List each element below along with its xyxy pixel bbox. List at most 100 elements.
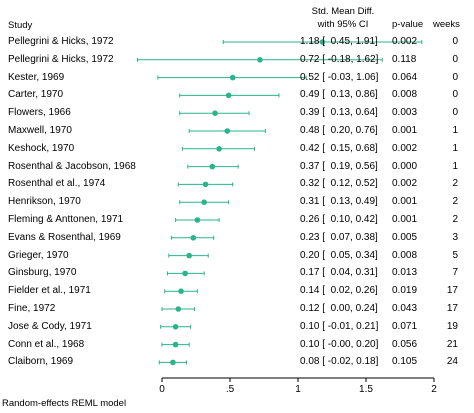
study-label: Keshock, 1970 — [8, 142, 75, 154]
study-label: Rosenthal & Jacobson, 1968 — [8, 160, 136, 172]
estimate-point — [216, 146, 222, 152]
weeks-label: 2 — [452, 196, 458, 208]
study-label: Fielder et al., 1971 — [8, 285, 91, 297]
study-label: Flowers, 1966 — [8, 107, 71, 119]
header-effect-line1: Std. Mean Diff. — [311, 6, 375, 17]
header-weeks: weeks — [433, 19, 460, 30]
study-label: Pellegrini & Hicks, 1972 — [8, 53, 114, 65]
effect-ci-label: 0.10 [ -0.01, 0.21] — [300, 320, 379, 332]
pvalue-label: 0.064 — [392, 71, 418, 83]
pvalue-label: 0.105 — [392, 356, 418, 368]
effect-ci-label: 0.23 [ 0.07, 0.38] — [300, 231, 378, 243]
model-footer: Random-effects REML model — [2, 398, 127, 409]
effect-ci-label: 0.20 [ 0.05, 0.34] — [300, 249, 378, 261]
header-pvalue: p-value — [392, 19, 424, 30]
estimate-point — [182, 270, 188, 277]
study-label: Fleming & Anttonen, 1971 — [8, 214, 124, 225]
study-label: Jose & Cody, 1971 — [8, 320, 92, 332]
estimate-point — [225, 92, 232, 99]
weeks-label: 3 — [452, 231, 458, 243]
study-label: Pellegrini & Hicks, 1972 — [8, 36, 114, 47]
weeks-label: 0 — [452, 36, 458, 47]
study-label: Evans & Rosenthal, 1969 — [8, 231, 121, 243]
study-label: Conn et al., 1968 — [8, 338, 85, 350]
estimate-point — [194, 217, 201, 223]
estimate-point — [190, 235, 197, 241]
weeks-label: 19 — [446, 320, 458, 332]
study-label: Carter, 1970 — [8, 89, 64, 101]
effect-ci-label: 0.10 [ -0.00, 0.20] — [300, 338, 379, 350]
effect-ci-label: 1.18 [ 0.45, 1.91] — [300, 36, 378, 47]
study-label: Fine, 1972 — [8, 303, 56, 314]
pvalue-label: 0.002 — [392, 178, 418, 190]
weeks-label: 5 — [452, 249, 458, 261]
estimate-point — [170, 359, 176, 366]
pvalue-label: 0.071 — [392, 320, 418, 332]
estimate-point — [172, 324, 179, 330]
effect-ci-label: 0.17 [ 0.04, 0.31] — [300, 267, 378, 279]
pvalue-label: 0.019 — [392, 285, 418, 297]
pvalue-label: 0.001 — [392, 196, 418, 208]
pvalue-label: 0.001 — [392, 214, 418, 225]
weeks-label: 0 — [452, 53, 458, 65]
pvalue-label: 0.118 — [392, 53, 417, 65]
weeks-label: 24 — [446, 356, 458, 368]
pvalue-label: 0.000 — [392, 160, 418, 172]
weeks-label: 1 — [452, 160, 458, 172]
effect-ci-label: 0.32 [ 0.12, 0.52] — [300, 178, 378, 190]
effect-ci-label: 0.42 [ 0.15, 0.68] — [300, 142, 378, 154]
weeks-label: 7 — [452, 267, 458, 279]
weeks-label: 21 — [446, 338, 458, 350]
estimate-point — [201, 199, 207, 205]
weeks-label: 1 — [452, 125, 458, 136]
x-tick-label: 0 — [159, 384, 165, 395]
estimate-point — [202, 181, 209, 188]
weeks-label: 0 — [452, 71, 458, 83]
estimate-point — [229, 74, 236, 81]
effect-ci-label: 0.31 [ 0.13, 0.49] — [300, 196, 378, 208]
weeks-label: 17 — [446, 285, 458, 297]
study-label: Kester, 1969 — [8, 71, 65, 83]
effect-ci-label: 0.14 [ 0.02, 0.26] — [300, 285, 378, 297]
effect-ci-label: 0.72 [ -0.18, 1.62] — [300, 53, 379, 65]
weeks-label: 0 — [452, 89, 458, 101]
effect-ci-label: 0.39 [ 0.13, 0.64] — [300, 107, 378, 119]
study-label: Rosenthal et al., 1974 — [8, 178, 106, 190]
estimate-point — [175, 306, 182, 312]
x-tick-label: 1 — [295, 384, 301, 395]
study-label: Grieger, 1970 — [8, 249, 69, 261]
estimate-point — [212, 110, 218, 116]
x-tick-label: 1.5 — [359, 384, 373, 395]
header-study: Study — [8, 20, 33, 31]
effect-ci-label: 0.49 [ 0.13, 0.86] — [300, 89, 378, 101]
pvalue-label: 0.008 — [392, 249, 418, 261]
x-tick-label: .5 — [226, 384, 235, 395]
estimate-point — [209, 163, 216, 170]
estimate-point — [224, 128, 231, 134]
pvalue-label: 0.001 — [392, 125, 418, 136]
pvalue-label: 0.002 — [392, 36, 418, 47]
pvalue-label: 0.005 — [392, 231, 418, 243]
study-label: Maxwell, 1970 — [8, 125, 72, 136]
pvalue-label: 0.008 — [392, 89, 418, 101]
study-label: Claiborn, 1969 — [8, 356, 74, 368]
estimate-point — [257, 57, 263, 63]
effect-ci-label: 0.12 [ 0.00, 0.24] — [300, 303, 378, 314]
pvalue-label: 0.013 — [392, 267, 418, 279]
effect-ci-label: 0.26 [ 0.10, 0.42] — [300, 214, 378, 225]
estimate-point — [319, 39, 326, 45]
study-label: Ginsburg, 1970 — [8, 267, 77, 279]
estimate-point — [178, 288, 184, 295]
pvalue-label: 0.056 — [392, 338, 418, 350]
weeks-label: 1 — [452, 142, 458, 154]
pvalue-label: 0.003 — [392, 107, 418, 119]
pvalue-label: 0.002 — [392, 142, 418, 154]
weeks-label: 2 — [452, 214, 458, 225]
x-tick-label: 2 — [431, 384, 437, 395]
effect-ci-label: 0.52 [ -0.03, 1.06] — [300, 71, 379, 83]
study-label: Henrikson, 1970 — [8, 196, 81, 208]
weeks-label: 17 — [446, 303, 458, 314]
effect-ci-label: 0.37 [ 0.19, 0.56] — [300, 160, 378, 172]
weeks-label: 2 — [452, 178, 458, 190]
